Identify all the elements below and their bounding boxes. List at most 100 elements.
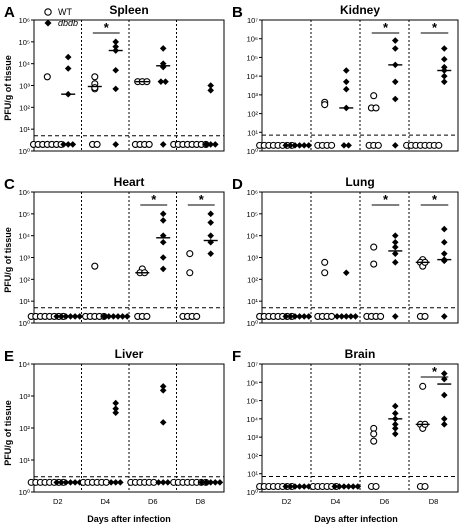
y-tick-label: 10³ xyxy=(247,254,258,263)
dbdb-point xyxy=(207,479,214,486)
significance-star: * xyxy=(151,192,157,207)
dbdb-point xyxy=(352,313,359,320)
wt-point xyxy=(43,73,51,81)
y-tick-label: 10¹ xyxy=(19,125,30,134)
y-tick-label: 10⁶ xyxy=(247,35,258,44)
dbdb-point xyxy=(198,479,205,486)
y-axis-title-row2: PFU/g of tissue xyxy=(3,227,13,293)
dbdb-point xyxy=(69,141,77,148)
dbdb-point xyxy=(440,72,448,80)
wt-point xyxy=(186,269,194,277)
wt-point xyxy=(143,312,151,320)
wt-point xyxy=(328,312,336,320)
dbdb-point xyxy=(440,45,448,52)
x-axis-title-right: Days after infection xyxy=(314,514,398,524)
y-tick-label: 10⁷ xyxy=(247,360,258,369)
dbdb-point xyxy=(296,142,303,149)
y-tick-label: 10⁰ xyxy=(19,319,30,328)
dbdb-point xyxy=(112,43,119,50)
y-tick-label: 10⁵ xyxy=(19,38,30,47)
dbdb-point xyxy=(391,37,399,44)
dbdb-point xyxy=(117,479,124,486)
dbdb-point xyxy=(71,313,79,320)
significance-star: * xyxy=(383,20,389,35)
dbdb-point xyxy=(157,78,165,85)
x-axis-titles: Days after infection Days after infectio… xyxy=(87,514,398,524)
y-tick-label: 10⁴ xyxy=(18,60,30,69)
dbdb-point xyxy=(207,238,214,246)
x-tick-label: D6 xyxy=(380,497,390,506)
y-tick-label: 10² xyxy=(19,275,30,284)
panel-title: Liver xyxy=(115,347,144,361)
dbdb-point xyxy=(347,313,355,320)
dbdb-point xyxy=(342,78,350,86)
y-tick-label: 10¹ xyxy=(247,297,258,306)
dbdb-point xyxy=(164,479,172,486)
panel-title: Brain xyxy=(345,347,376,361)
dbdb-point xyxy=(300,313,308,320)
dbdb-point xyxy=(64,53,72,61)
panel-title: Lung xyxy=(345,175,374,189)
dbdb-point xyxy=(440,375,448,383)
dbdb-point xyxy=(391,425,399,432)
dbdb-point xyxy=(440,238,448,246)
wt-point xyxy=(370,430,378,438)
dbdb-point xyxy=(340,142,348,149)
y-tick-label: 10⁶ xyxy=(247,188,258,197)
dbdb-point xyxy=(216,479,224,486)
legend-dbdb-label: dbdb xyxy=(58,18,78,28)
y-axis-title-row3: PFU/g of tissue xyxy=(3,400,13,466)
dbdb-point xyxy=(391,78,399,86)
dbdb-point xyxy=(58,313,65,320)
y-tick-label: 10³ xyxy=(247,91,258,100)
x-axis-title-left: Days after infection xyxy=(87,514,171,524)
dbdb-point xyxy=(67,313,74,320)
dbdb-point xyxy=(71,479,79,486)
dbdb-point xyxy=(62,313,70,320)
dbdb-point xyxy=(110,313,117,320)
dbdb-point xyxy=(207,232,214,239)
dbdb-point xyxy=(112,85,119,93)
y-tick-label: 10¹ xyxy=(19,456,30,465)
y-tick-label: 10⁰ xyxy=(19,488,30,497)
dbdb-point xyxy=(64,141,72,148)
dbdb-point xyxy=(391,259,399,266)
y-tick-label: 10¹ xyxy=(247,470,258,479)
panel-b: B Kidney 10⁰ 10¹ 10² 10³ 10⁴ 10⁵ 10⁶ 10⁷ * * xyxy=(232,3,459,156)
dbdb-point xyxy=(159,141,167,148)
dbdb-point xyxy=(159,232,167,239)
dbdb-point xyxy=(349,483,357,490)
dbdb-point xyxy=(159,210,167,218)
y-tick-label: 10² xyxy=(247,451,258,460)
significance-star: * xyxy=(432,364,438,379)
dbdb-point xyxy=(391,45,399,52)
wt-point xyxy=(91,73,99,81)
y-tick-label: 10⁷ xyxy=(247,16,258,25)
wt-point xyxy=(370,437,378,445)
dbdb-point xyxy=(440,313,448,320)
significance-star: * xyxy=(104,20,110,35)
wt-point xyxy=(435,141,443,149)
dbdb-point xyxy=(287,142,294,149)
panel-a: A Spleen 10⁰ 10¹ 10² 10³ 10⁴ 10⁵ 10⁶ * xyxy=(4,3,225,156)
y-tick-label: 10⁵ xyxy=(247,53,258,62)
y-tick-label: 10⁰ xyxy=(247,319,258,328)
panel-title: Kidney xyxy=(340,3,380,17)
dbdb-point xyxy=(440,421,448,428)
dbdb-point xyxy=(123,313,131,320)
dbdb-point xyxy=(391,313,399,320)
dbdb-point xyxy=(53,479,60,486)
wt-point xyxy=(421,482,429,491)
panel-letter: F xyxy=(232,348,241,365)
dbdb-point xyxy=(336,483,343,490)
dbdb-point xyxy=(114,313,122,320)
dbdb-point xyxy=(305,313,313,320)
y-tick-label: 10⁴ xyxy=(246,72,258,81)
legend-dbdb-marker xyxy=(44,19,52,27)
wt-point xyxy=(377,312,385,320)
dbdb-point xyxy=(112,141,119,148)
dbdb-point xyxy=(300,483,308,490)
dbdb-point xyxy=(64,65,72,72)
panel-letter: D xyxy=(232,176,243,193)
dbdb-point xyxy=(440,415,448,423)
